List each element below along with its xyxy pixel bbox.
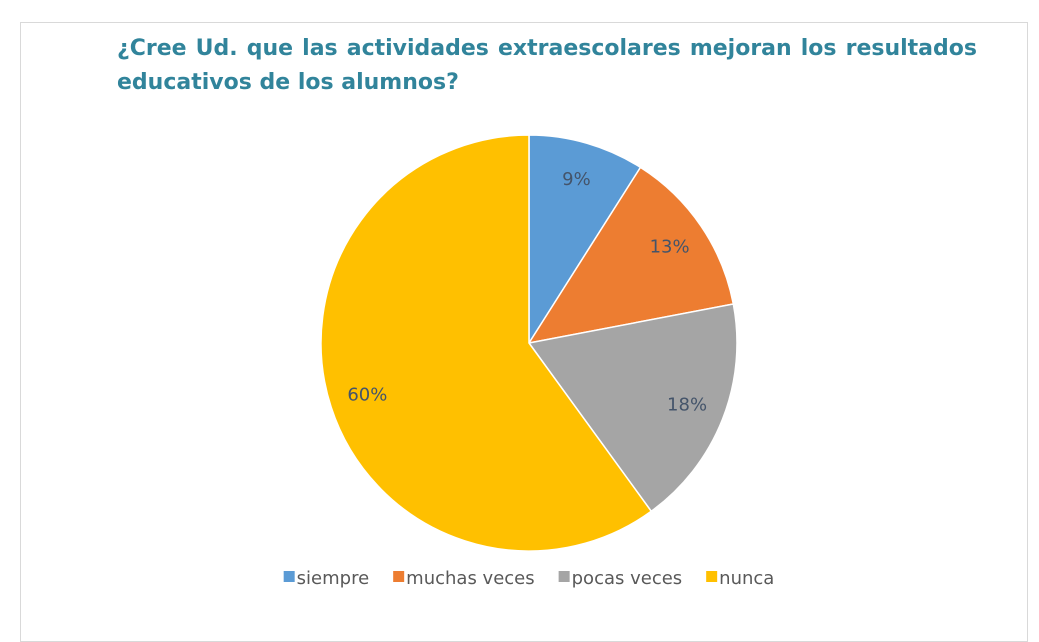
- data-label: 18%: [667, 395, 707, 416]
- legend-label: nunca: [719, 568, 774, 589]
- legend-label: siempre: [297, 568, 370, 589]
- pie-slice: [527, 166, 735, 345]
- pie-slice: [528, 134, 642, 346]
- data-label: 9%: [562, 169, 591, 190]
- pie-slice: [527, 303, 738, 513]
- legend-label: muchas veces: [406, 568, 534, 589]
- legend-swatch: [393, 571, 405, 582]
- legend-label: pocas veces: [572, 568, 683, 589]
- data-label: 60%: [347, 385, 387, 406]
- chart-title: ¿Cree Ud. que las actividades extraescol…: [117, 36, 977, 95]
- pie-slice: [320, 134, 653, 552]
- legend-swatch: [558, 571, 570, 582]
- legend-swatch: [283, 571, 295, 582]
- legend-swatch: [706, 571, 718, 582]
- data-label: 13%: [650, 236, 690, 257]
